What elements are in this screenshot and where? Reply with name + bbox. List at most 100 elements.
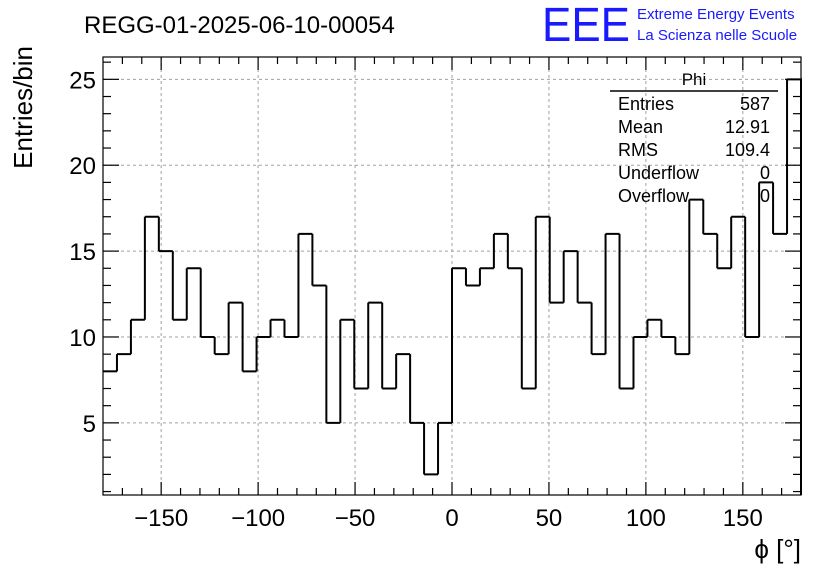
histogram-bin bbox=[604, 232, 620, 355]
axes: −150 −100 −50 0 50 100 150 5 10 15 20 25 bbox=[69, 57, 801, 532]
histogram-bin bbox=[646, 318, 662, 337]
bin-outline bbox=[674, 336, 690, 356]
stats-entries-label: Entries bbox=[618, 94, 674, 114]
x-tick-label: −50 bbox=[335, 505, 376, 532]
bin-outline bbox=[157, 216, 173, 253]
histogram-bin bbox=[786, 78, 802, 495]
histogram-bin bbox=[437, 421, 452, 475]
bin-outline bbox=[506, 233, 522, 270]
histogram-bin bbox=[185, 267, 201, 320]
bin-outline bbox=[590, 302, 606, 356]
histogram-bin bbox=[730, 215, 746, 269]
histogram-bin bbox=[395, 353, 411, 389]
bin-outline bbox=[702, 199, 718, 235]
bin-outline bbox=[129, 318, 145, 355]
x-tick-label: 0 bbox=[445, 505, 458, 532]
bin-outline bbox=[758, 181, 774, 337]
stats-rms-value: 109.4 bbox=[725, 140, 770, 160]
histogram-bin bbox=[534, 215, 550, 389]
bin-outline bbox=[478, 267, 494, 286]
bin-outline bbox=[185, 267, 201, 320]
stats-box: Phi Entries 587 Mean 12.91 RMS 109.4 Und… bbox=[610, 70, 778, 206]
histogram-bin bbox=[618, 233, 634, 390]
histogram-bin bbox=[660, 319, 676, 338]
histogram-bin bbox=[213, 336, 229, 356]
bin-outline bbox=[716, 233, 732, 270]
stats-rms-label: RMS bbox=[618, 140, 658, 160]
y-tick-label: 5 bbox=[83, 411, 96, 438]
x-tick-label: 50 bbox=[536, 505, 563, 532]
stats-title: Phi bbox=[682, 70, 707, 89]
histogram-bin bbox=[548, 216, 564, 304]
bin-outline bbox=[227, 301, 243, 355]
histogram-bin bbox=[716, 233, 732, 270]
eee-logo: EEE bbox=[542, 0, 630, 52]
bin-outline bbox=[772, 182, 788, 235]
histogram-bin bbox=[702, 199, 718, 235]
bin-outline bbox=[632, 335, 648, 389]
histogram-bin bbox=[339, 318, 355, 423]
bin-outline bbox=[534, 215, 550, 389]
histogram-bin bbox=[241, 302, 257, 373]
x-tick-label: −100 bbox=[231, 505, 285, 532]
histogram-bin bbox=[451, 267, 466, 423]
bin-outline bbox=[618, 233, 634, 390]
bin-outline bbox=[423, 422, 439, 476]
histogram-bin bbox=[129, 318, 145, 355]
histogram-bin bbox=[632, 335, 648, 389]
bin-outline bbox=[283, 319, 299, 338]
bin-outline bbox=[381, 302, 397, 390]
histogram-bin bbox=[478, 267, 494, 286]
histogram-bin bbox=[381, 302, 397, 390]
histogram-bin bbox=[409, 354, 425, 424]
histogram-bin bbox=[311, 233, 327, 287]
histogram-bin bbox=[562, 250, 578, 303]
bin-outline bbox=[730, 215, 746, 269]
histogram-bin bbox=[688, 198, 704, 355]
logo-line-1: Extreme Energy Events bbox=[637, 6, 795, 23]
histogram-bin bbox=[157, 216, 173, 253]
x-tick-label: 150 bbox=[723, 505, 763, 532]
y-tick-label: 10 bbox=[69, 325, 96, 352]
bin-outline bbox=[325, 285, 341, 424]
bin-outline bbox=[492, 232, 508, 269]
bin-outline bbox=[353, 319, 369, 390]
bin-outline bbox=[143, 215, 159, 320]
bin-outline bbox=[646, 318, 662, 337]
bin-outline bbox=[409, 354, 425, 424]
histogram-bin bbox=[423, 422, 439, 476]
histogram-bin bbox=[590, 302, 606, 356]
y-tick-label: 20 bbox=[69, 153, 96, 180]
stats-mean-label: Mean bbox=[618, 117, 663, 137]
y-axis-title: Entries/bin bbox=[8, 46, 38, 169]
bin-outline bbox=[199, 268, 215, 338]
histogram-bin bbox=[227, 301, 243, 355]
stats-underflow-value: 0 bbox=[760, 163, 770, 183]
histogram-bin bbox=[744, 216, 760, 338]
bin-outline bbox=[269, 318, 285, 337]
histogram-bin bbox=[353, 319, 369, 390]
histogram-bin bbox=[506, 233, 522, 270]
stats-overflow-label: Overflow bbox=[618, 186, 690, 206]
bin-outline bbox=[786, 78, 802, 495]
histogram-bin bbox=[367, 301, 383, 389]
stats-underflow-label: Underflow bbox=[618, 163, 700, 183]
bin-outline bbox=[548, 216, 564, 304]
histogram-bin bbox=[758, 181, 774, 337]
histogram-bin bbox=[255, 335, 271, 372]
bin-outline bbox=[171, 251, 187, 321]
bin-outline bbox=[367, 301, 383, 389]
bin-outline bbox=[604, 232, 620, 355]
histogram-bin bbox=[576, 251, 592, 304]
bin-outline bbox=[520, 268, 536, 390]
bin-outline bbox=[562, 250, 578, 303]
logo-line-2: La Scienza nelle Scuole bbox=[637, 27, 797, 44]
x-tick-label: 100 bbox=[626, 505, 666, 532]
bin-outline bbox=[576, 251, 592, 304]
bin-outline bbox=[395, 353, 411, 389]
histogram-bin bbox=[171, 251, 187, 321]
bin-outline bbox=[451, 267, 466, 423]
bin-outline bbox=[255, 335, 271, 372]
